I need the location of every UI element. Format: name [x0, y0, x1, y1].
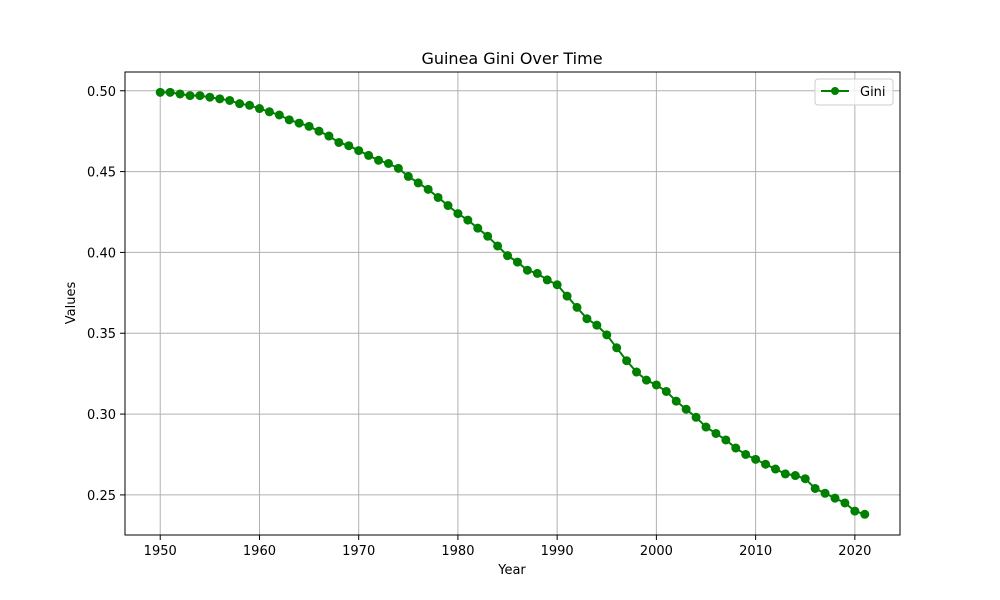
data-point — [304, 121, 314, 131]
x-tick-label: 1950 — [144, 544, 177, 559]
data-point — [860, 509, 870, 519]
data-point — [731, 443, 741, 453]
data-point — [632, 367, 642, 377]
data-point — [314, 126, 324, 136]
data-point — [850, 506, 860, 516]
data-point — [284, 115, 294, 125]
data-point — [185, 91, 195, 101]
y-tick-label: 0.25 — [87, 489, 116, 504]
x-tick-label: 1970 — [342, 544, 375, 559]
y-axis-label: Values — [64, 282, 79, 325]
y-tick-label: 0.50 — [87, 85, 116, 100]
data-point — [155, 87, 165, 97]
data-point — [790, 471, 800, 481]
data-point — [493, 241, 503, 251]
data-point — [245, 100, 255, 110]
data-point — [721, 435, 731, 445]
data-point — [651, 380, 661, 390]
data-point — [602, 330, 612, 340]
data-point — [582, 314, 592, 324]
data-point — [691, 412, 701, 422]
x-tick-label: 1990 — [541, 544, 574, 559]
legend-marker-swatch — [831, 87, 839, 95]
data-point — [592, 320, 602, 330]
chart-title: Guinea Gini Over Time — [421, 49, 602, 68]
y-tick-label: 0.45 — [87, 166, 116, 181]
plot-frame — [124, 71, 901, 536]
data-point — [235, 99, 245, 109]
data-point — [215, 94, 225, 104]
data-point — [423, 184, 433, 194]
data-point — [264, 107, 274, 117]
data-point — [403, 171, 413, 181]
data-point — [165, 87, 175, 97]
data-point — [274, 110, 284, 120]
data-point — [294, 118, 304, 128]
y-tick-label: 0.35 — [87, 327, 116, 342]
data-point — [810, 483, 820, 493]
data-point — [383, 159, 393, 169]
data-point — [840, 498, 850, 508]
data-point — [463, 215, 473, 225]
x-tick-label: 2020 — [838, 544, 871, 559]
data-point — [354, 146, 364, 156]
series-layer — [155, 87, 870, 519]
data-point — [473, 223, 483, 233]
data-point — [542, 275, 552, 285]
data-point — [324, 131, 334, 141]
data-point — [741, 449, 751, 459]
data-point — [681, 404, 691, 414]
data-point — [225, 95, 235, 105]
data-point — [433, 192, 443, 202]
data-point — [364, 150, 374, 160]
data-point — [780, 469, 790, 479]
data-point — [641, 375, 651, 385]
data-point — [770, 464, 780, 474]
data-point — [552, 280, 562, 290]
data-point — [820, 488, 830, 498]
data-point — [443, 201, 453, 211]
data-point — [661, 386, 671, 396]
data-point — [562, 291, 572, 301]
data-point — [701, 422, 711, 432]
data-point — [751, 454, 761, 464]
legend: Gini — [814, 78, 894, 106]
data-point — [393, 163, 403, 173]
data-point — [483, 231, 493, 241]
legend-entry-gini: Gini — [860, 85, 886, 100]
legend-box — [814, 78, 894, 106]
x-tick-label: 1980 — [441, 544, 474, 559]
data-point — [503, 251, 513, 261]
data-point — [711, 428, 721, 438]
data-point — [800, 474, 810, 484]
data-point — [413, 178, 423, 188]
data-point — [254, 104, 264, 114]
data-point — [522, 265, 532, 275]
x-tick-label: 1960 — [243, 544, 276, 559]
x-tick-label: 2000 — [640, 544, 673, 559]
data-point — [334, 137, 344, 147]
data-point — [195, 91, 205, 101]
data-point — [761, 459, 771, 469]
x-axis: 1950 1960 1970 1980 1990 2000 2010 2020 — [144, 535, 871, 559]
data-point — [671, 396, 681, 406]
x-tick-label: 2010 — [739, 544, 772, 559]
data-point — [453, 209, 463, 219]
y-tick-label: 0.40 — [87, 246, 116, 261]
data-point — [344, 141, 354, 151]
data-point — [572, 302, 582, 312]
data-point — [205, 92, 215, 102]
y-axis: 0.25 0.30 0.35 0.40 0.45 0.50 — [87, 85, 125, 504]
y-tick-label: 0.30 — [87, 408, 116, 423]
data-point — [612, 343, 622, 353]
data-point — [830, 493, 840, 503]
data-point — [532, 268, 542, 278]
data-point — [374, 155, 384, 165]
x-axis-label: Year — [497, 563, 526, 578]
data-point — [175, 89, 185, 99]
data-point — [622, 356, 632, 366]
data-point — [512, 257, 522, 267]
